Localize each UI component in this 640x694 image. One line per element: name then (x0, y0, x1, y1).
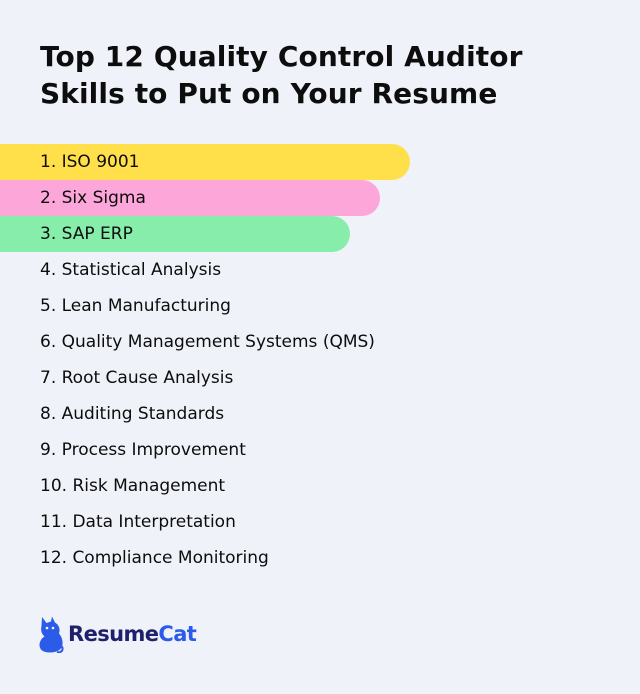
skill-label: 5. Lean Manufacturing (40, 296, 231, 316)
skill-item-iso-9001: 1. ISO 9001 (0, 144, 640, 180)
skill-item-qms: 6. Quality Management Systems (QMS) (0, 324, 640, 360)
logo-name-part-1: Resume (68, 622, 159, 646)
logo-name-part-2: Cat (158, 622, 197, 646)
skill-label: 1. ISO 9001 (40, 152, 140, 172)
skill-label: 6. Quality Management Systems (QMS) (40, 332, 375, 352)
skills-list: 1. ISO 9001 2. Six Sigma 3. SAP ERP 4. S… (0, 144, 640, 576)
highlight-bar (0, 180, 380, 216)
resumecat-logo: ResumeCat (38, 614, 197, 654)
title-line-2: Skills to Put on Your Resume (40, 77, 498, 110)
skill-item-statistical-analysis: 4. Statistical Analysis (0, 252, 640, 288)
title-line-1: Top 12 Quality Control Auditor (40, 40, 523, 73)
skill-label: 2. Six Sigma (40, 188, 146, 208)
highlight-bar (0, 216, 350, 252)
skill-item-six-sigma: 2. Six Sigma (0, 180, 640, 216)
skill-item-data-interpretation: 11. Data Interpretation (0, 504, 640, 540)
logo-wordmark: ResumeCat (68, 622, 197, 646)
skill-label: 10. Risk Management (40, 476, 226, 496)
skill-label: 8. Auditing Standards (40, 404, 225, 424)
skill-item-lean-manufacturing: 5. Lean Manufacturing (0, 288, 640, 324)
skill-item-risk-management: 10. Risk Management (0, 468, 640, 504)
skill-label: 9. Process Improvement (40, 440, 246, 460)
cat-icon (38, 615, 64, 653)
skill-label: 7. Root Cause Analysis (40, 368, 234, 388)
skill-item-root-cause-analysis: 7. Root Cause Analysis (0, 360, 640, 396)
skill-item-auditing-standards: 8. Auditing Standards (0, 396, 640, 432)
skill-label: 11. Data Interpretation (40, 512, 236, 532)
skill-item-compliance-monitoring: 12. Compliance Monitoring (0, 540, 640, 576)
skill-label: 4. Statistical Analysis (40, 260, 222, 280)
highlight-bar (0, 144, 410, 180)
skill-item-sap-erp: 3. SAP ERP (0, 216, 640, 252)
skill-label: 12. Compliance Monitoring (40, 548, 269, 568)
skill-label: 3. SAP ERP (40, 224, 133, 244)
skill-item-process-improvement: 9. Process Improvement (0, 432, 640, 468)
page-title: Top 12 Quality Control Auditor Skills to… (40, 38, 620, 112)
